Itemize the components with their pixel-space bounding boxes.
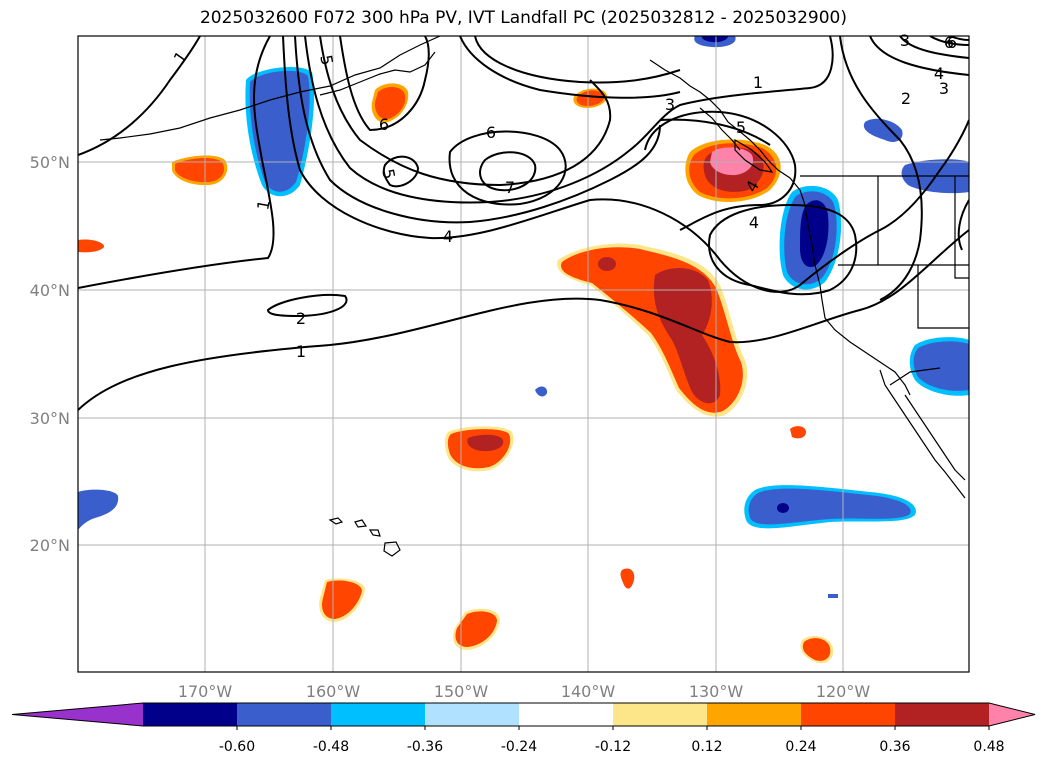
lon-label-160w: 160°W [306, 682, 361, 701]
colorbar-tick-label: -0.36 [407, 739, 443, 755]
contour-label: 5 [316, 53, 336, 66]
colorbar-segment [707, 703, 802, 726]
colorbar-tick-label: -0.12 [595, 739, 631, 755]
latitude-labels: 50°N 40°N 30°N 20°N [30, 153, 70, 555]
lat-label-20n: 20°N [30, 536, 70, 555]
pv-contours [78, 36, 969, 411]
colorbar-tick-label: 0.24 [785, 739, 816, 755]
contour-label: 6 [944, 33, 954, 52]
colorbar-segment [143, 703, 238, 726]
map-area [78, 36, 969, 672]
colorbar-segment [519, 703, 614, 726]
contour-label: 6 [947, 33, 957, 52]
colorbar-tick-label: -0.48 [313, 739, 349, 755]
colorbar-outline [11, 702, 1036, 727]
contour-label: 7 [505, 178, 515, 197]
colorbar [11, 702, 1036, 727]
colorbar-tick-label: 0.48 [973, 739, 1004, 755]
longitude-labels: 170°W 160°W 150°W 140°W 130°W 120°W [178, 682, 871, 701]
map-frame [77, 35, 970, 673]
contour-label: 1 [753, 73, 763, 92]
contour-label: 3 [939, 79, 949, 98]
lon-label-140w: 140°W [561, 682, 616, 701]
contour-label: 2 [901, 89, 911, 108]
colorbar-tick-labels: -0.60 -0.48 -0.36 -0.24 -0.12 0.12 0.24 0.36 0.4… [219, 726, 1005, 755]
lon-label-130w: 130°W [689, 682, 744, 701]
colorbar-tick-label: 0.36 [879, 739, 910, 755]
colorbar-tick-label: -0.24 [501, 739, 537, 755]
contour-label: 3 [900, 31, 910, 50]
contour-label: 4 [443, 227, 453, 246]
colorbar-segment [895, 703, 990, 726]
contour-label: 6 [486, 123, 496, 142]
colorbar-segment [425, 703, 520, 726]
lon-label-120w: 120°W [816, 682, 871, 701]
lon-label-170w: 170°W [178, 682, 233, 701]
colorbar-segment [613, 703, 708, 726]
lat-label-50n: 50°N [30, 153, 70, 172]
map-title: 2025032600 F072 300 hPa PV, IVT Landfall… [199, 8, 847, 28]
lat-label-30n: 30°N [30, 409, 70, 428]
colorbar-extend-high [989, 703, 1035, 726]
colorbar-segment [801, 703, 896, 726]
colorbar-segment [331, 703, 426, 726]
contour-label: 1 [253, 198, 273, 211]
colorbar-tick-label: -0.60 [219, 739, 255, 755]
contour-label: 6 [379, 115, 389, 134]
lat-label-40n: 40°N [30, 281, 70, 300]
colorbar-segment [237, 703, 332, 726]
contour-label: 4 [749, 213, 759, 232]
colorbar-extend-low [12, 703, 143, 726]
contour-label: 2 [296, 309, 306, 328]
coastlines [99, 36, 969, 557]
contour-label: 4 [934, 64, 944, 83]
colorbar-tick-label: 0.12 [691, 739, 722, 755]
contour-label: 1 [296, 342, 306, 361]
contour-label: 5 [736, 118, 746, 137]
contour-label: 5 [378, 167, 398, 180]
contour-label: 3 [665, 95, 675, 114]
lon-label-150w: 150°W [434, 682, 489, 701]
